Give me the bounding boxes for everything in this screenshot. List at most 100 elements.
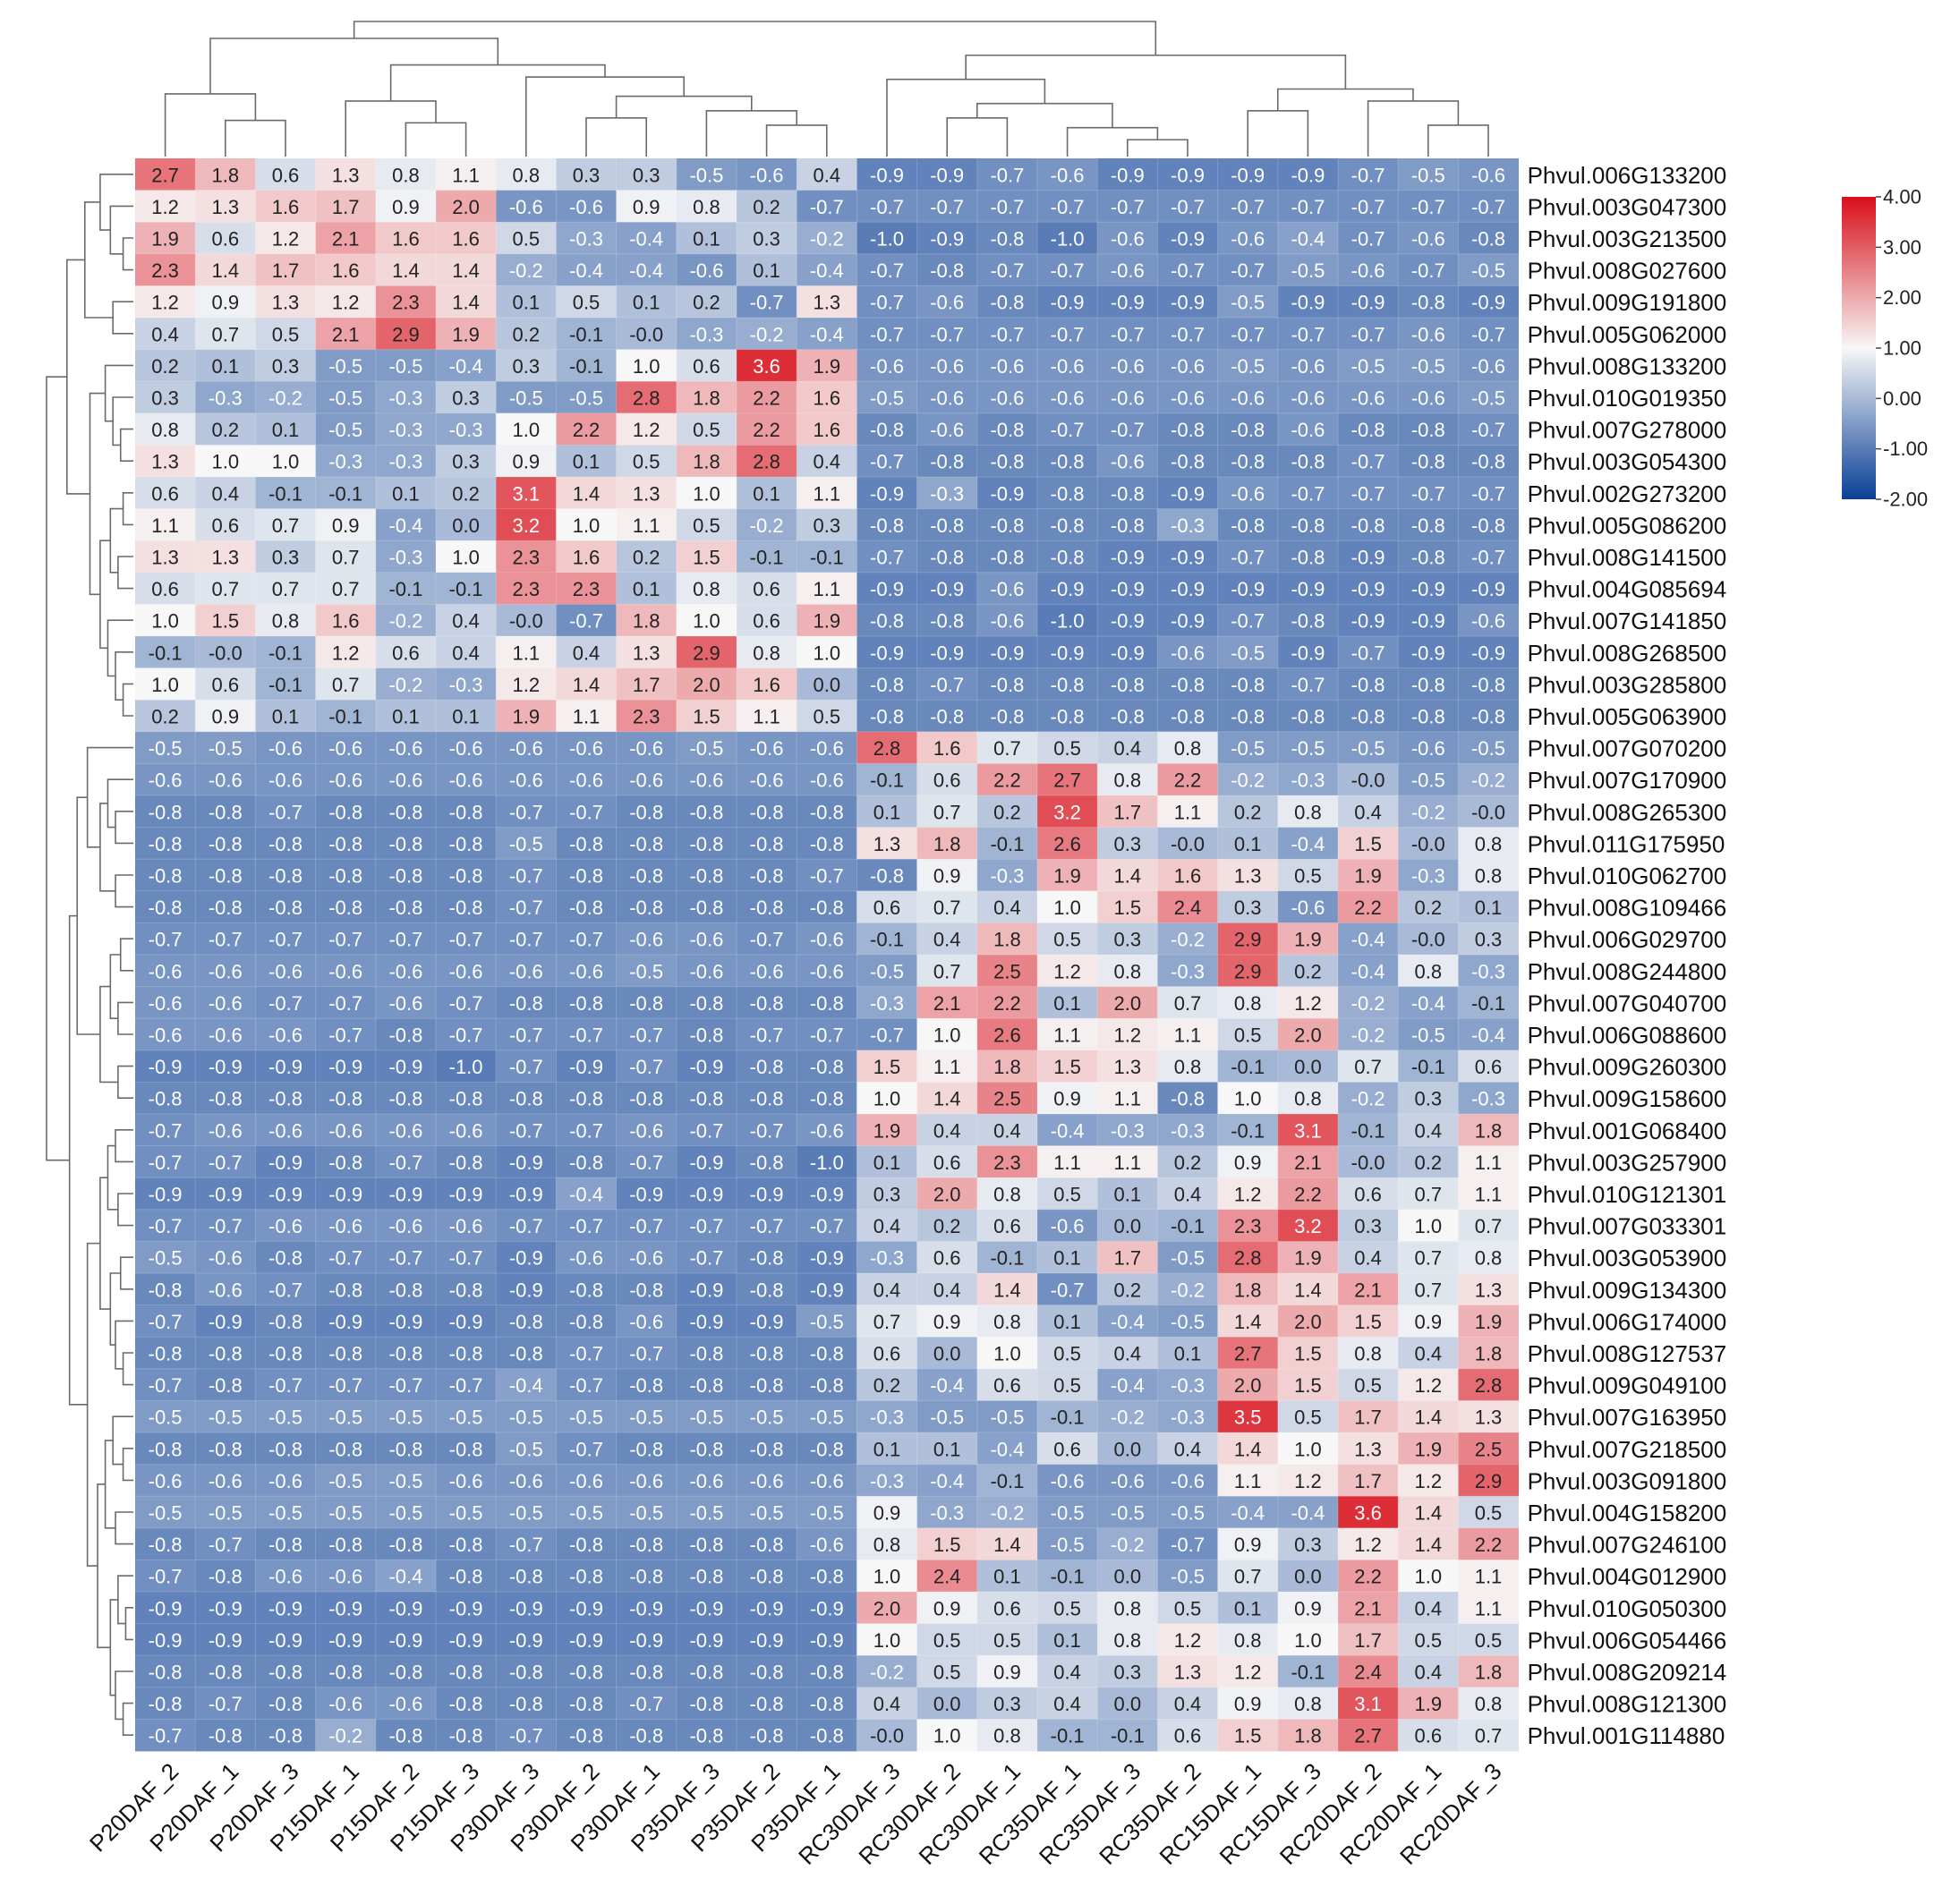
cell-value-label: -0.7 (1051, 323, 1085, 345)
cell-value-label: -0.1 (328, 706, 362, 728)
cell-value-label: -0.8 (1111, 514, 1145, 537)
dendrogram-branch (99, 174, 133, 231)
cell-value-label: 0.8 (1475, 1693, 1503, 1715)
cell-value-label: 1.1 (1475, 1152, 1503, 1174)
cell-value-label: 1.1 (573, 706, 601, 728)
cell-value-label: 1.5 (933, 1534, 961, 1556)
heatmap-cell (255, 955, 316, 987)
cell-value-label: 0.1 (1053, 1311, 1081, 1333)
cell-value-label: 1.4 (1415, 1534, 1443, 1556)
heatmap-cell (797, 986, 857, 1019)
heatmap-cell (856, 445, 917, 478)
heatmap-cell (976, 285, 1038, 319)
heatmap-cell (135, 700, 196, 733)
cell-value-label: 0.9 (212, 292, 240, 314)
cell-value-label: -0.9 (149, 1056, 183, 1078)
heatmap-cell (676, 190, 737, 223)
cell-value-label: -0.9 (1471, 642, 1505, 664)
cell-value-label: 0.8 (1294, 801, 1322, 823)
heatmap-cell (797, 349, 857, 382)
cell-value-label: 1.7 (633, 674, 660, 696)
heatmap-cell (1037, 1368, 1098, 1401)
heatmap-cell (1398, 540, 1459, 574)
cell-value-label: -0.8 (750, 1566, 784, 1588)
cell-value-label: -0.6 (569, 960, 603, 982)
cell-value-label: 1.0 (452, 547, 480, 569)
cell-value-label: 0.4 (993, 1119, 1021, 1142)
color-legend: 4.003.002.001.000.00-1.00-2.00 (1842, 186, 1928, 511)
cell-value-label: -0.7 (1291, 196, 1325, 218)
heatmap-cell (916, 1687, 978, 1720)
heatmap-cell (135, 1719, 196, 1752)
heatmap-cell (1277, 1432, 1339, 1465)
dendrogram-branch (209, 38, 499, 94)
cell-value-label: 1.2 (151, 292, 179, 314)
heatmap-cell (436, 1050, 497, 1083)
cell-value-label: 1.8 (633, 610, 660, 633)
dendrogram-branch (122, 237, 133, 271)
heatmap-cell (496, 1719, 557, 1752)
heatmap-cell (195, 1305, 256, 1338)
cell-value-label: 1.2 (1294, 1470, 1322, 1492)
legend-tick-label: -1.00 (1883, 438, 1928, 460)
cell-value-label: 0.8 (1114, 960, 1142, 982)
cell-value-label: -0.9 (328, 1311, 362, 1333)
heatmap-cell (1217, 158, 1279, 191)
heatmap-cell (976, 222, 1038, 255)
heatmap-cell (1338, 222, 1399, 255)
heatmap-cell (676, 540, 737, 574)
heatmap-cell (556, 412, 617, 446)
heatmap-cell (1217, 412, 1279, 446)
cell-value-label: -0.1 (328, 482, 362, 505)
heatmap-cell (375, 1241, 437, 1274)
heatmap-cell (436, 349, 497, 382)
cell-value-label: -0.8 (1171, 706, 1205, 728)
cell-value-label: 0.7 (1234, 1566, 1262, 1588)
heatmap-cell (496, 604, 557, 637)
heatmap-cell (1037, 731, 1098, 764)
cell-value-label: 0.2 (753, 196, 780, 218)
heatmap-cell (315, 1719, 377, 1752)
cell-value-label: -0.8 (689, 1725, 723, 1747)
heatmap-cell (1217, 1400, 1279, 1433)
heatmap-cell (436, 667, 497, 701)
cell-value-label: -0.8 (870, 514, 904, 537)
heatmap-cell (856, 1337, 917, 1370)
cell-value-label: -0.0 (1471, 801, 1505, 823)
heatmap-cell (375, 445, 437, 478)
heatmap-cell (1398, 222, 1459, 255)
heatmap-cell (255, 412, 316, 446)
row-label: Phvul.006G054466 (1528, 1627, 1727, 1653)
cell-value-label: 0.8 (753, 642, 780, 664)
cell-value-label: 0.1 (452, 706, 480, 728)
cell-value-label: -0.6 (689, 1470, 723, 1492)
cell-value-label: -0.8 (209, 1438, 243, 1460)
heatmap-cell (737, 890, 797, 923)
cell-value-label: -0.9 (1051, 642, 1085, 664)
heatmap-cell (195, 1273, 256, 1305)
cell-value-label: 1.1 (452, 164, 480, 186)
heatmap-cell (496, 1177, 557, 1211)
cell-value-label: 0.1 (693, 228, 720, 251)
heatmap-cell (1157, 190, 1218, 223)
cell-value-label: -0.9 (1411, 610, 1445, 633)
cell-value-label: -0.7 (930, 674, 964, 696)
heatmap-cell (1097, 1655, 1158, 1688)
heatmap-cell (375, 667, 437, 701)
heatmap-cell (856, 986, 917, 1019)
cell-value-label: 1.0 (873, 1088, 901, 1110)
cell-value-label: -0.5 (870, 960, 904, 982)
heatmap-cell (375, 1305, 437, 1338)
cell-value-label: -0.4 (810, 259, 844, 282)
cell-value-label: -0.7 (149, 1566, 183, 1588)
cell-value-label: -0.7 (750, 1119, 784, 1142)
heatmap-cell (315, 922, 377, 956)
heatmap-cell (556, 1337, 617, 1370)
heatmap-cell (255, 667, 316, 701)
heatmap-cell (1398, 1400, 1459, 1433)
heatmap-cell (315, 222, 377, 255)
heatmap-cell (856, 1082, 917, 1115)
heatmap-cell (496, 158, 557, 191)
cell-value-label: -0.6 (268, 960, 302, 982)
cell-value-label: -0.7 (268, 801, 302, 823)
